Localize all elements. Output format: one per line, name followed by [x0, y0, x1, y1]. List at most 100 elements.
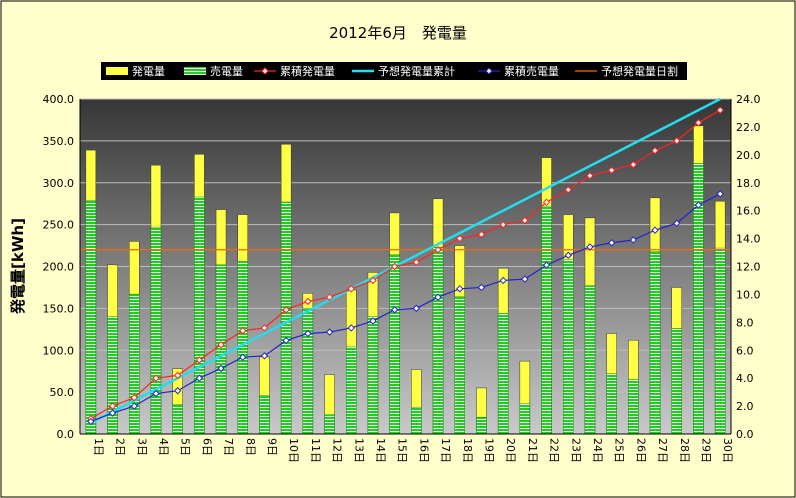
marker-cumulative-generation: [173, 371, 182, 380]
y2-tick-label: 8.0: [736, 316, 754, 329]
marker-cumulative-generation: [651, 146, 659, 155]
legend: [101, 62, 687, 80]
marker-cumulative-sold: [586, 243, 594, 251]
y2-tick-label: 14.0: [736, 233, 761, 246]
marker-cumulative-sold: [521, 275, 529, 283]
y2-tick-label: 4.0: [736, 372, 754, 385]
bar-sold: [85, 200, 97, 435]
marker-cumulative-generation: [499, 220, 507, 229]
x-tick-label: 30日: [721, 438, 734, 463]
marker-cumulative-generation: [434, 246, 442, 254]
legend-swatch-generation: [106, 67, 128, 75]
marker-cumulative-sold: [673, 219, 681, 227]
marker-cumulative-sold: [152, 389, 160, 398]
marker-cumulative-sold: [239, 353, 247, 361]
x-tick-label: 2日: [114, 438, 127, 456]
y-tick-label: 150.0: [43, 302, 75, 315]
legend-label: 予想発電量累計: [378, 64, 455, 78]
legend-label: 累積売電量: [504, 64, 559, 78]
legend-swatch-sold: [184, 67, 206, 75]
marker-cumulative-sold: [304, 329, 312, 338]
x-tick-label: 18日: [461, 438, 474, 463]
marker-cumulative-generation: [694, 119, 703, 127]
marker-cumulative-sold: [282, 336, 290, 345]
x-tick-label: 12日: [331, 438, 344, 463]
x-tick-label: 1日: [92, 438, 105, 456]
bar-sold: [172, 404, 183, 435]
marker-cumulative-sold: [217, 364, 225, 373]
marker-cumulative-sold: [87, 417, 95, 426]
marker-cumulative-sold: [195, 374, 204, 382]
y-tick-label: 100.0: [43, 344, 75, 357]
marker-cumulative-sold: [716, 190, 724, 198]
marker-cumulative-generation: [304, 297, 312, 306]
marker-cumulative-generation: [325, 293, 334, 301]
marker-cumulative-sold: [456, 285, 464, 293]
chart-title: 2012年6月 発電量: [329, 24, 467, 42]
marker-cumulative-generation: [390, 262, 399, 271]
legend-label: 予想発電量日割: [601, 64, 678, 78]
marker-cumulative-sold: [477, 283, 486, 292]
x-tick-label: 14日: [374, 438, 387, 463]
x-tick-label: 28日: [678, 438, 691, 463]
x-tick-label: 20日: [504, 438, 517, 463]
bar-sold: [671, 328, 682, 435]
marker-cumulative-sold: [651, 226, 659, 234]
line-cumulative-generation: [90, 109, 721, 420]
x-tick-label: 26日: [634, 438, 647, 463]
line-cumulative-sold: [90, 193, 721, 422]
bar-sold: [367, 316, 379, 435]
marker-cumulative-sold: [412, 304, 421, 313]
y-tick-label: 350.0: [43, 135, 75, 148]
x-tick-label: 21日: [526, 438, 539, 463]
y-tick-label: 200.0: [43, 261, 75, 274]
x-tick-label: 27日: [656, 438, 669, 463]
marker-cumulative-generation: [477, 230, 486, 239]
line-expected-cumulative: [90, 97, 721, 424]
x-tick-label: 17日: [439, 438, 452, 463]
bar-sold: [628, 379, 639, 435]
bar-sold: [454, 296, 465, 435]
marker-cumulative-sold: [629, 236, 638, 244]
marker-cumulative-generation: [673, 137, 681, 145]
marker-cumulative-generation: [412, 258, 421, 267]
bar-sold: [476, 417, 487, 435]
marker-cumulative-generation: [542, 198, 551, 206]
marker-cumulative-generation: [521, 216, 529, 225]
marker-cumulative-generation: [607, 166, 616, 174]
marker-cumulative-generation: [564, 186, 572, 194]
y-tick-label: 50.0: [50, 386, 75, 399]
marker-cumulative-generation: [217, 340, 225, 349]
marker-cumulative-sold: [173, 387, 182, 395]
x-tick-label: 25日: [613, 438, 626, 463]
bar-sold: [150, 226, 162, 435]
bar-sold: [280, 201, 292, 435]
marker-cumulative-sold: [369, 317, 377, 325]
marker-cumulative-generation: [260, 324, 269, 332]
bar-sold: [194, 196, 205, 435]
y2-tick-label: 10.0: [736, 288, 761, 301]
marker-cumulative-generation: [195, 356, 204, 364]
marker-cumulative-sold: [108, 409, 117, 417]
marker-cumulative-generation: [108, 402, 117, 410]
bar-sold: [519, 403, 531, 435]
legend-label: 累積発電量: [280, 64, 335, 78]
x-tick-label: 13日: [352, 438, 365, 463]
marker-cumulative-generation: [282, 306, 290, 314]
marker-cumulative-sold: [694, 201, 703, 209]
y2-tick-label: 6.0: [736, 344, 754, 357]
x-tick-label: 29日: [699, 438, 712, 463]
x-tick-label: 16日: [417, 438, 430, 463]
bar-sold: [346, 346, 357, 435]
marker-cumulative-generation: [239, 327, 247, 335]
bar-sold: [411, 406, 422, 435]
marker-cumulative-generation: [629, 160, 638, 169]
bar-sold: [606, 373, 617, 435]
y-tick-label: 400.0: [43, 93, 75, 106]
x-tick-label: 7日: [222, 438, 235, 456]
bar-sold: [432, 246, 444, 435]
x-tick-label: 10日: [287, 438, 300, 463]
marker-cumulative-sold: [390, 306, 399, 314]
x-tick-label: 15日: [396, 438, 409, 463]
bar-sold: [563, 259, 574, 435]
